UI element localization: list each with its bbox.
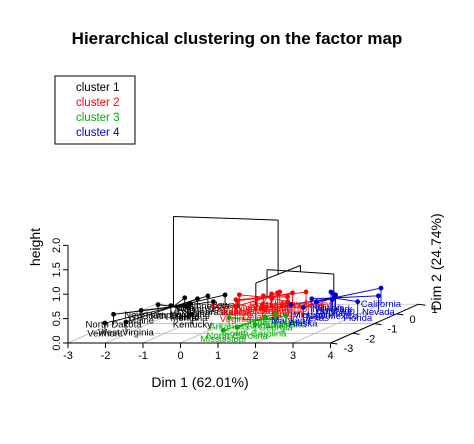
legend-entry-cluster-4: cluster 4 <box>76 127 120 139</box>
branch-segment <box>334 298 358 302</box>
data-point <box>111 312 116 317</box>
data-point <box>309 296 314 301</box>
data-point <box>168 303 173 308</box>
data-point <box>182 295 187 300</box>
chart-title: Hierarchical clustering on the factor ma… <box>72 29 403 48</box>
data-point <box>304 290 309 295</box>
y-tick-mark <box>375 324 382 325</box>
data-point <box>188 301 193 306</box>
y-tick-mark <box>419 304 426 305</box>
z-axis-label: height <box>27 228 43 266</box>
data-point <box>301 305 306 310</box>
data-point <box>285 294 290 299</box>
y-tick-label: -1 <box>388 324 398 336</box>
data-point <box>376 293 381 298</box>
data-point <box>314 299 319 304</box>
z-tick-label: 1.0 <box>51 287 63 302</box>
z-tick-label: 0.0 <box>51 335 63 350</box>
data-point <box>289 302 294 307</box>
data-point <box>355 299 360 304</box>
dendro-join <box>173 216 278 220</box>
x-tick-label: -2 <box>101 350 111 362</box>
z-tick-label: 0.5 <box>51 311 63 326</box>
data-point <box>156 302 161 307</box>
state-label: North Carolina <box>207 331 269 342</box>
x-axis-label: Dim 1 (62.01%) <box>151 374 248 390</box>
data-point <box>237 292 242 297</box>
state-label: West Virginia <box>98 327 154 338</box>
y-axis-label: Dim 2 (24.74%) <box>428 213 444 310</box>
x-tick-label: -1 <box>138 350 148 362</box>
state-label: Arkansas <box>209 322 249 333</box>
legend-entry-cluster-1: cluster 1 <box>76 82 119 94</box>
legend-entry-cluster-2: cluster 2 <box>76 97 119 109</box>
data-point <box>205 293 210 298</box>
y-tick-mark <box>331 343 338 344</box>
x-tick-label: 0 <box>177 350 183 362</box>
z-tick-label: 1.5 <box>51 262 63 277</box>
y-tick-mark <box>353 333 360 334</box>
y-tick-label: 0 <box>410 314 416 326</box>
data-point <box>329 290 334 295</box>
x-tick-label: 2 <box>252 350 258 362</box>
data-point <box>227 315 232 320</box>
x-tick-label: 4 <box>327 350 333 362</box>
state-label: Wyoming <box>170 309 210 320</box>
data-point <box>269 291 274 296</box>
x-tick-label: -3 <box>63 350 73 362</box>
y-tick-label: -2 <box>366 333 376 345</box>
data-point <box>379 286 384 291</box>
y-tick-mark <box>397 314 404 315</box>
state-label: Kentucky <box>173 320 212 331</box>
data-point <box>223 293 228 298</box>
legend: cluster 1 cluster 2 cluster 3 cluster 4 <box>55 76 135 144</box>
data-point <box>261 293 266 298</box>
data-point <box>290 290 295 295</box>
data-point <box>275 290 280 295</box>
state-label: New Mexico <box>306 311 358 322</box>
legend-entry-cluster-3: cluster 3 <box>76 112 119 124</box>
y-tick-label: -3 <box>344 343 354 355</box>
data-point <box>330 297 335 302</box>
z-tick-label: 2.0 <box>51 238 63 253</box>
data-point <box>103 321 108 326</box>
x-tick-label: 1 <box>215 350 221 362</box>
x-tick-label: 3 <box>290 350 296 362</box>
